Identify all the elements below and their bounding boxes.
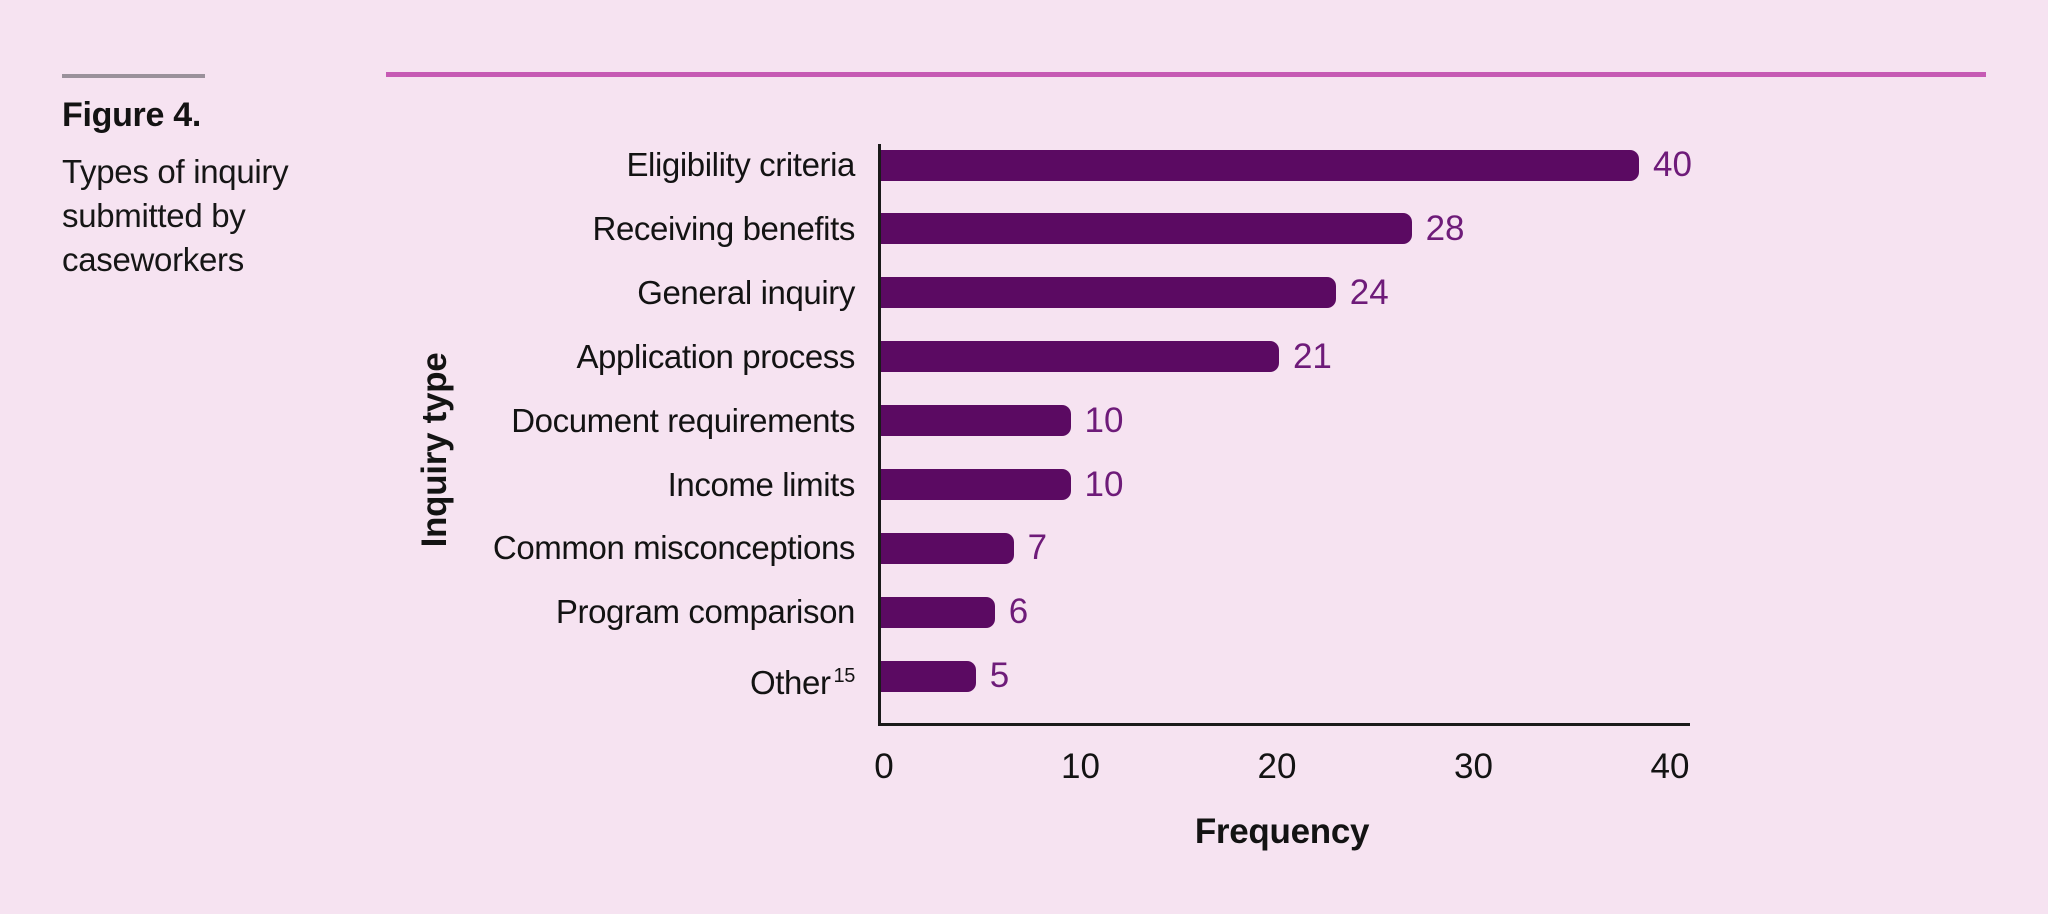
category-label: Income limits bbox=[667, 465, 856, 503]
bar bbox=[881, 213, 1412, 245]
category-label: Document requirements bbox=[511, 401, 855, 439]
x-tick-label: 20 bbox=[1257, 747, 1297, 786]
value-label: 10 bbox=[1084, 400, 1124, 440]
x-axis-title: Frequency bbox=[1194, 812, 1370, 851]
bar bbox=[881, 149, 1639, 181]
bar bbox=[881, 341, 1279, 373]
value-label: 40 bbox=[1653, 145, 1692, 184]
category-label: Application process bbox=[576, 337, 855, 375]
bar bbox=[881, 277, 1336, 309]
figure-caption: Types of inquiry submitted by caseworker… bbox=[62, 153, 289, 278]
category-label: General inquiry bbox=[637, 273, 855, 311]
bar bbox=[881, 660, 976, 692]
category-label: Program comparison bbox=[555, 593, 855, 631]
value-label: 5 bbox=[989, 656, 1010, 696]
category-label: Other 15 bbox=[750, 664, 856, 702]
value-label: 24 bbox=[1349, 272, 1389, 312]
category-label: Eligibility criteria bbox=[626, 146, 855, 183]
category-label: Receiving benefits bbox=[592, 209, 856, 247]
value-label: 6 bbox=[1008, 592, 1029, 632]
value-label: 7 bbox=[1027, 528, 1048, 568]
x-tick-label: 0 bbox=[874, 747, 894, 786]
accent-rule bbox=[386, 72, 1986, 77]
y-axis-line bbox=[878, 144, 881, 726]
bar bbox=[881, 596, 995, 628]
figure-number: Figure 4. bbox=[62, 96, 201, 134]
footnote-marker: 15 bbox=[833, 665, 856, 688]
x-tick-label: 10 bbox=[1061, 747, 1100, 786]
header-rule bbox=[62, 74, 205, 78]
value-label: 21 bbox=[1292, 336, 1332, 376]
x-tick-label: 40 bbox=[1650, 747, 1690, 786]
bar bbox=[881, 405, 1071, 437]
x-axis-line bbox=[878, 723, 1690, 726]
bar bbox=[881, 532, 1014, 564]
bar bbox=[881, 469, 1071, 500]
category-label: Common misconceptions bbox=[492, 529, 855, 567]
value-label: 10 bbox=[1084, 464, 1124, 504]
x-tick-label: 30 bbox=[1454, 747, 1493, 786]
value-label: 28 bbox=[1425, 208, 1465, 248]
y-axis-title: Inquiry type bbox=[415, 352, 454, 548]
